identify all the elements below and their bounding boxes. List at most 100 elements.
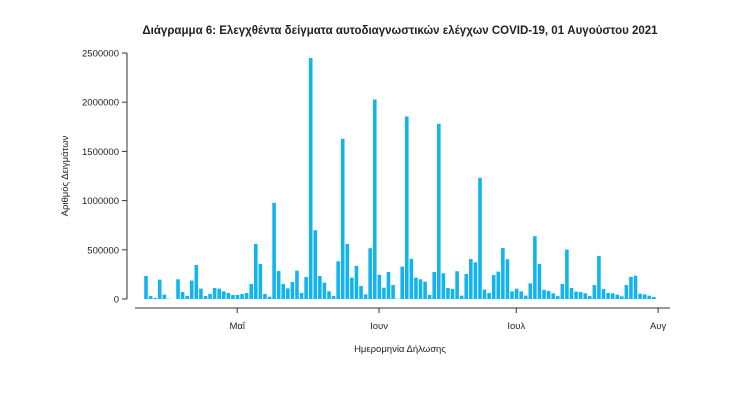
bar <box>491 274 496 299</box>
bar <box>382 287 386 299</box>
bar <box>409 258 414 299</box>
bar <box>267 296 272 299</box>
bar <box>624 285 629 299</box>
bar <box>459 295 464 299</box>
bar <box>226 292 231 299</box>
bar <box>208 293 212 299</box>
bar <box>620 296 624 299</box>
y-axis-label: Αριθμός Δειγμάτων <box>60 135 71 216</box>
bar <box>478 177 482 299</box>
bar <box>510 291 514 299</box>
bar <box>469 258 473 299</box>
bar <box>144 275 148 299</box>
bar <box>455 271 459 299</box>
bar <box>638 293 642 299</box>
bar <box>652 297 656 299</box>
bar <box>519 291 523 299</box>
bar <box>528 283 533 299</box>
bar <box>482 289 487 299</box>
bar <box>537 263 542 299</box>
bar <box>592 285 597 299</box>
bar <box>377 274 382 299</box>
bar <box>240 293 244 299</box>
bar <box>386 271 391 299</box>
bar <box>450 288 455 299</box>
bar <box>340 138 345 299</box>
x-tick-label: Ιουλ <box>507 321 525 332</box>
bar <box>473 262 478 299</box>
bar <box>404 116 409 299</box>
bar <box>162 294 167 299</box>
bar <box>597 255 601 299</box>
bar <box>583 293 587 299</box>
bar <box>180 292 185 299</box>
bar <box>153 298 157 299</box>
bar <box>400 266 404 299</box>
y-tick-label: 500000 <box>87 245 119 256</box>
bar <box>418 279 423 299</box>
x-axis-label: Ημερομηνία Δήλωσης <box>354 344 446 355</box>
bar <box>437 123 441 299</box>
y-tick-label: 1500000 <box>82 147 119 158</box>
bar <box>423 281 427 299</box>
bar <box>350 277 354 299</box>
bar <box>615 294 620 299</box>
bar <box>189 280 194 299</box>
bar <box>514 288 519 299</box>
bar <box>327 291 331 299</box>
bar <box>322 282 327 299</box>
y-tick-label: 0 <box>114 295 119 306</box>
bar <box>254 243 258 299</box>
bar <box>601 288 606 299</box>
bar <box>647 295 652 299</box>
x-tick-label: Αυγ <box>650 321 667 332</box>
bar <box>505 259 510 299</box>
bar <box>587 296 592 299</box>
bar <box>281 283 286 299</box>
bar <box>263 293 267 299</box>
bar <box>272 202 276 299</box>
bar <box>633 275 638 299</box>
bar <box>299 292 304 299</box>
bar <box>606 292 610 299</box>
bar <box>432 271 437 299</box>
bar <box>560 283 565 299</box>
bar <box>359 286 363 299</box>
bar <box>487 292 491 299</box>
bar <box>446 287 450 299</box>
y-tick-label: 2500000 <box>82 49 119 60</box>
bar <box>523 295 528 299</box>
bar <box>313 230 318 299</box>
bar <box>221 291 226 299</box>
bar <box>212 287 217 299</box>
bar <box>157 279 162 299</box>
bar <box>203 296 208 299</box>
bar <box>194 264 199 299</box>
bar <box>565 249 569 299</box>
bar <box>295 270 299 299</box>
chart-title: Διάγραμμα 6: Ελεγχθέντα δείγματα αυτοδια… <box>142 25 658 37</box>
bar <box>308 58 313 299</box>
bar <box>176 279 180 299</box>
bar <box>286 288 290 299</box>
bar <box>533 236 537 299</box>
bar <box>578 292 583 299</box>
bar <box>231 294 235 299</box>
x-ticks: Μαΐ Ιουν Ιουλ Αυγ <box>229 308 666 332</box>
bar <box>249 283 254 299</box>
bar <box>354 265 359 299</box>
bar <box>441 273 446 299</box>
bar <box>318 275 322 299</box>
bar <box>542 289 546 299</box>
bar <box>555 296 560 299</box>
bar <box>574 291 578 299</box>
bar <box>304 276 308 299</box>
y-tick-label: 1000000 <box>82 196 119 207</box>
bar <box>391 285 395 299</box>
y-tick-label: 2000000 <box>82 98 119 109</box>
bar <box>217 288 221 299</box>
bar <box>235 294 240 299</box>
bar <box>363 294 368 299</box>
bar <box>199 288 203 299</box>
